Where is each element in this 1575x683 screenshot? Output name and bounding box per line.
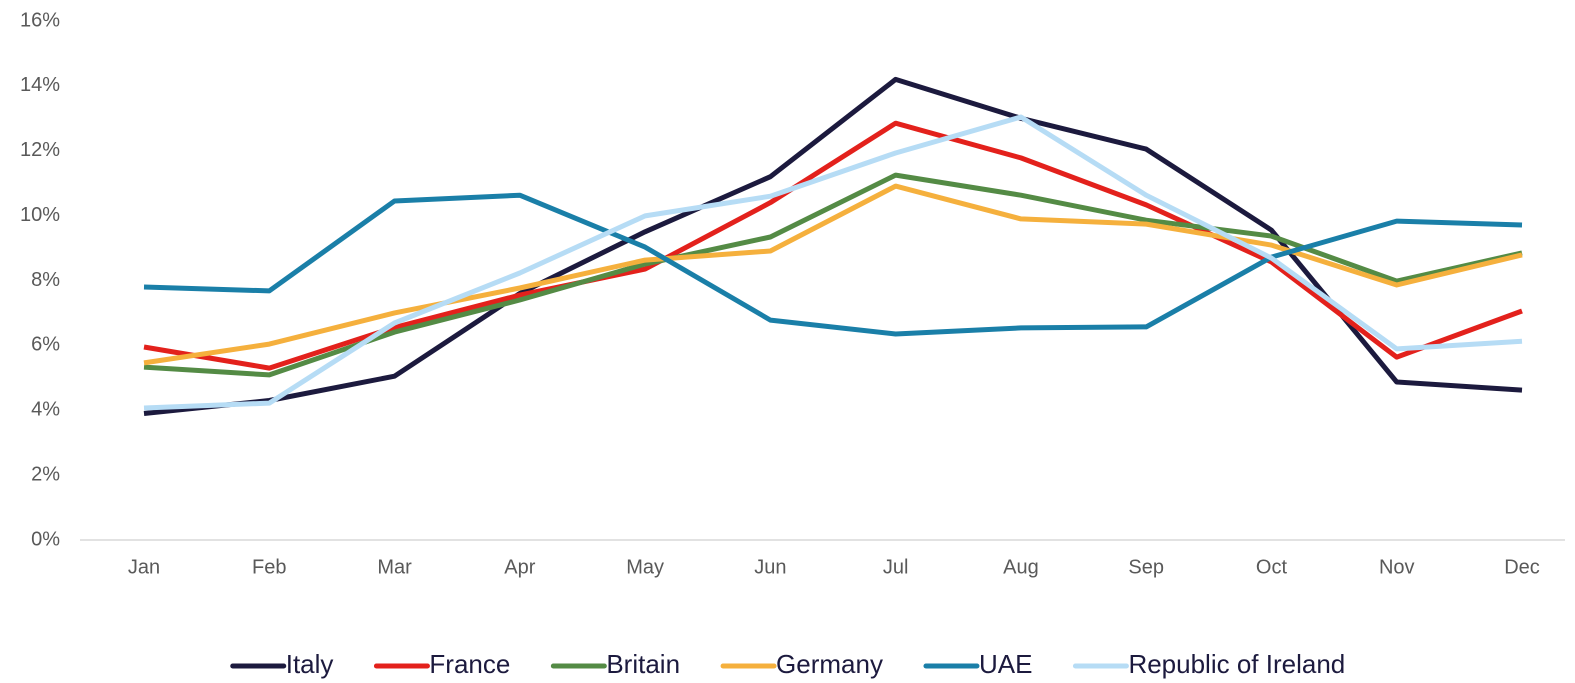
x-tick-label: Oct [1256, 556, 1288, 578]
legend-label: UAE [979, 649, 1032, 679]
series-line [143, 183, 1523, 366]
x-tick-label: Aug [1003, 556, 1039, 578]
x-tick-label: Dec [1504, 556, 1540, 578]
y-tick-label: 16% [20, 9, 60, 31]
y-tick-label: 0% [31, 528, 60, 550]
x-tick-label: Jul [883, 556, 909, 578]
legend-label: Germany [776, 649, 883, 679]
legend: Italy France Britain Germany UAE Republic of … [230, 649, 1345, 679]
y-tick-label: 6% [31, 334, 60, 356]
series-line [143, 172, 1523, 378]
legend-label: France [429, 649, 510, 679]
y-tick-label: 12% [20, 139, 60, 161]
x-tick-label: May [626, 556, 664, 578]
x-tick-label: Nov [1379, 556, 1415, 578]
x-tick-label: Jun [754, 556, 786, 578]
x-tick-label: Jan [128, 556, 160, 578]
legend-label: Italy [286, 649, 334, 679]
legend-label: Britain [606, 649, 680, 679]
legend-label: Republic of Ireland [1128, 649, 1345, 679]
x-tick-label: Apr [504, 556, 535, 578]
y-tick-label: 4% [31, 399, 60, 421]
y-tick-label: 8% [31, 269, 60, 291]
y-tick-label: 2% [31, 463, 60, 485]
x-tick-label: Sep [1128, 556, 1164, 578]
x-tick-label: Mar [377, 556, 412, 578]
y-tick-label: 10% [20, 204, 60, 226]
series-line [143, 76, 1523, 416]
series-line [143, 192, 1523, 337]
series-line [143, 114, 1523, 411]
y-tick-label: 14% [20, 74, 60, 96]
x-tick-label: Feb [252, 556, 286, 578]
